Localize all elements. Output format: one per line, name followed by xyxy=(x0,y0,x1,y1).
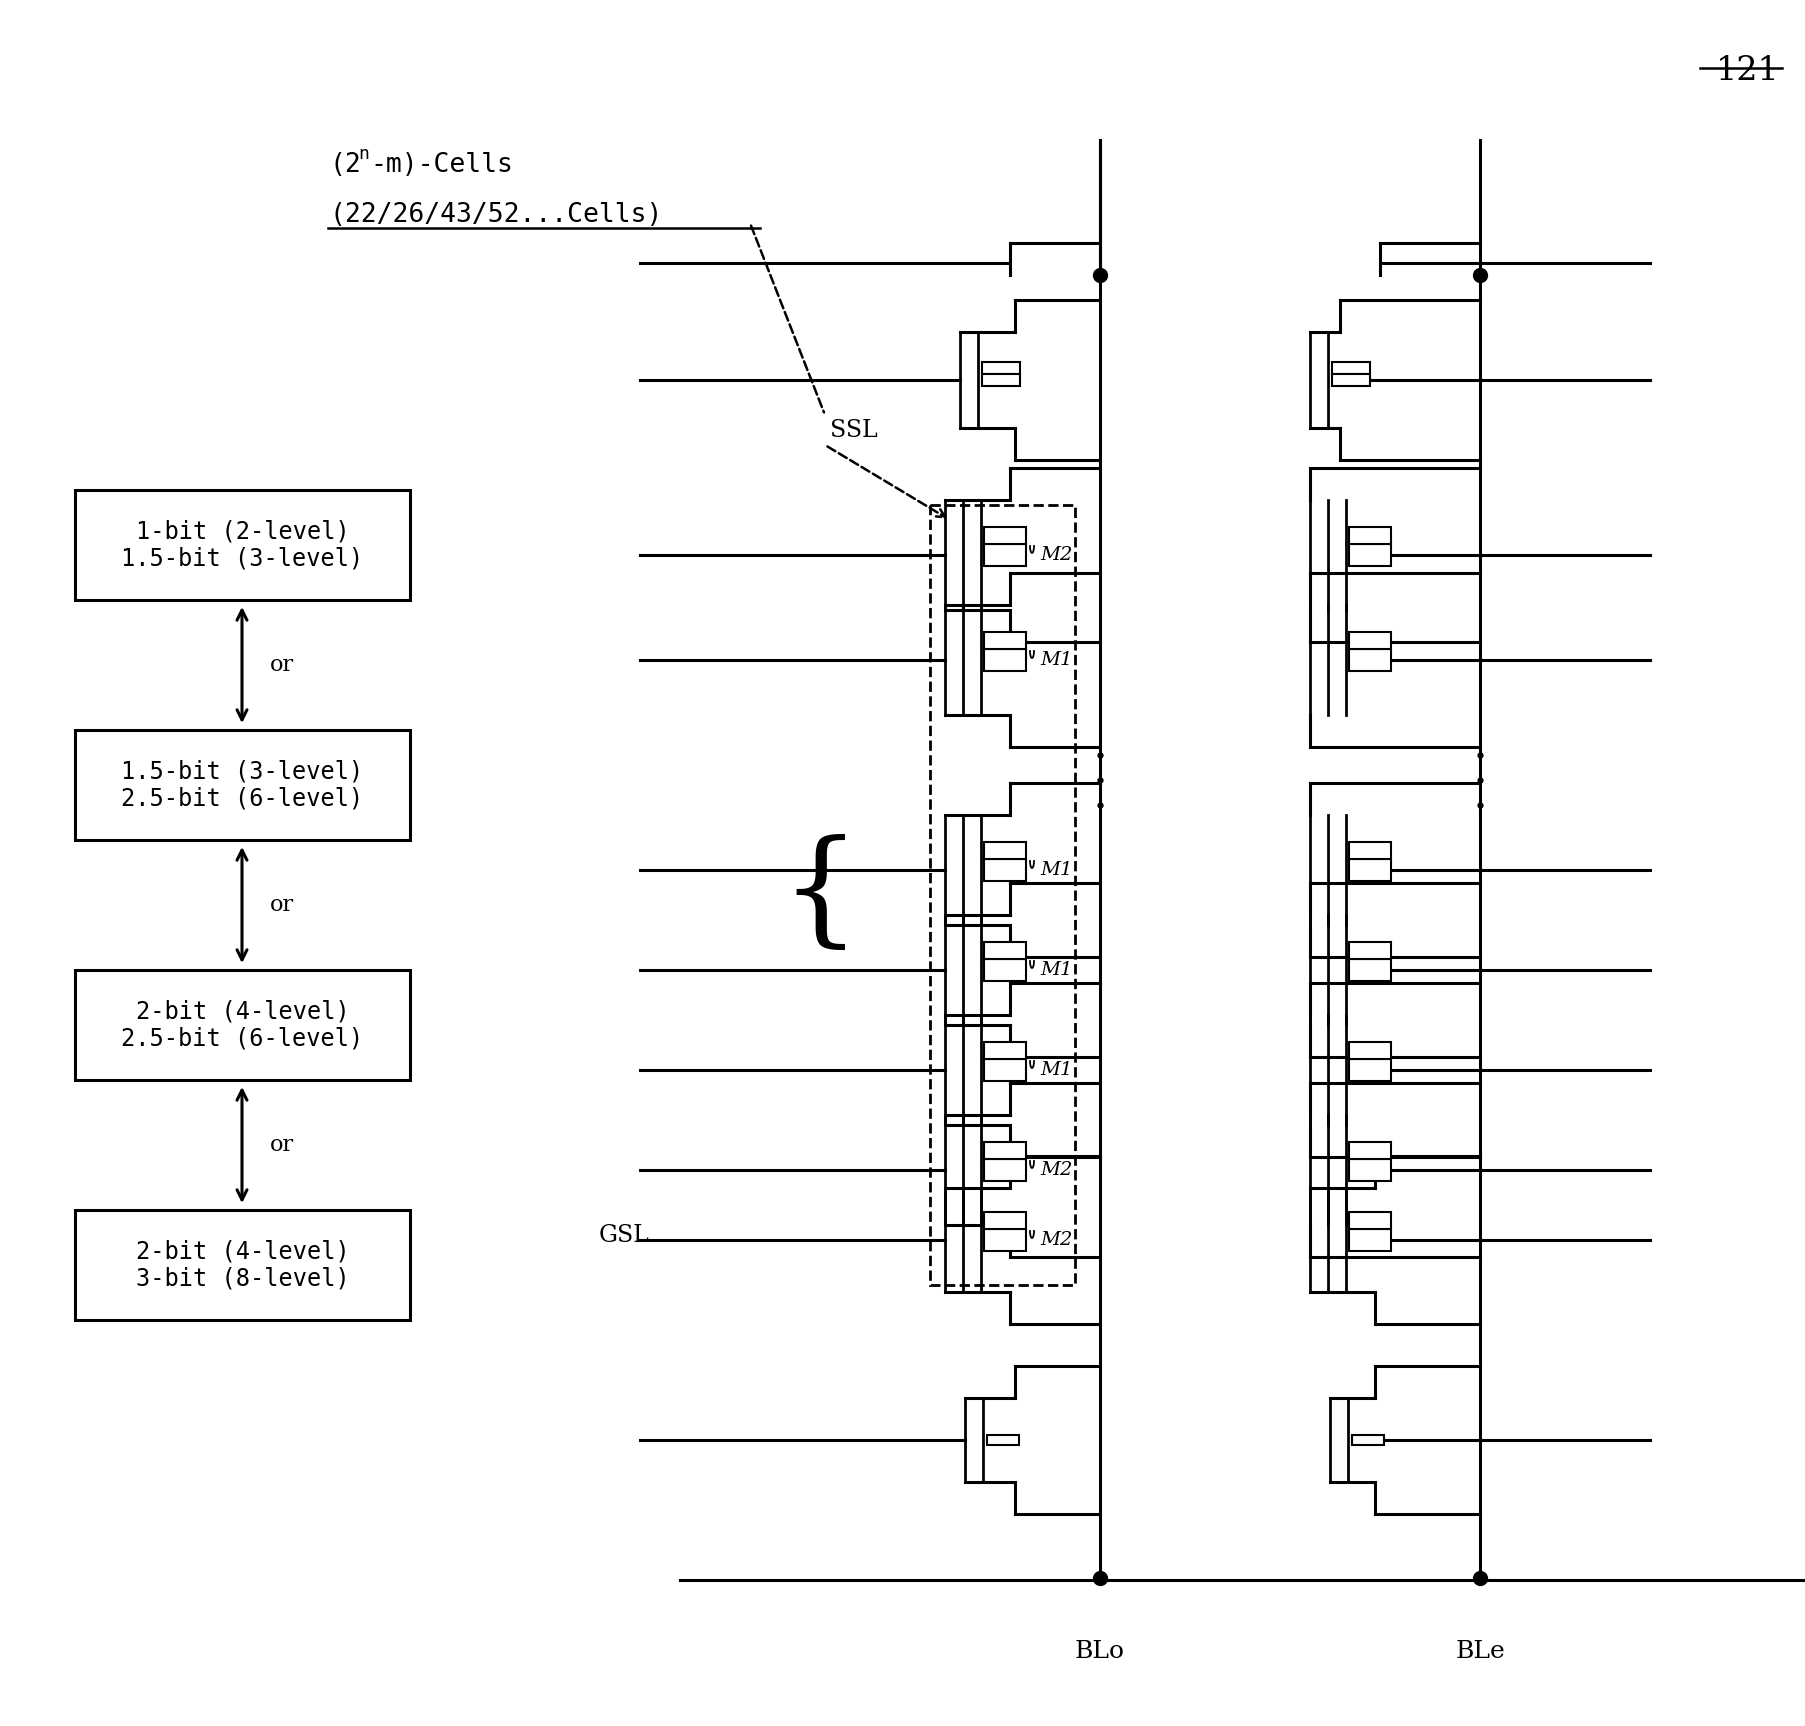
Text: BLo: BLo xyxy=(1074,1640,1125,1662)
Text: SSL: SSL xyxy=(830,418,877,442)
Text: M2: M2 xyxy=(1040,545,1072,564)
Bar xyxy=(1348,649,1390,671)
Bar xyxy=(984,544,1025,566)
Bar xyxy=(1348,1229,1390,1251)
Bar xyxy=(76,1210,410,1320)
Bar xyxy=(984,942,1025,960)
Bar xyxy=(984,1043,1025,1060)
Text: 1.5-bit (3-level)
2.5-bit (6-level): 1.5-bit (3-level) 2.5-bit (6-level) xyxy=(121,759,363,811)
Text: 121: 121 xyxy=(1715,55,1780,86)
Bar xyxy=(984,1229,1025,1251)
Text: n: n xyxy=(357,145,368,162)
Bar xyxy=(982,362,1020,375)
Bar xyxy=(76,490,410,601)
Bar xyxy=(1348,860,1390,880)
Bar xyxy=(984,1212,1025,1229)
Text: M1: M1 xyxy=(1040,651,1072,670)
Bar xyxy=(1348,544,1390,566)
Bar xyxy=(1348,942,1390,960)
Bar xyxy=(987,1434,1018,1445)
Bar xyxy=(1348,960,1390,980)
Text: or: or xyxy=(271,894,294,917)
Bar xyxy=(76,730,410,841)
Bar xyxy=(984,526,1025,544)
Bar xyxy=(984,960,1025,980)
Text: GSL: GSL xyxy=(599,1224,650,1246)
Text: 2-bit (4-level)
2.5-bit (6-level): 2-bit (4-level) 2.5-bit (6-level) xyxy=(121,999,363,1051)
Bar xyxy=(1348,526,1390,544)
Bar xyxy=(1348,1158,1390,1181)
Text: {: { xyxy=(780,834,859,956)
Bar xyxy=(984,842,1025,860)
Text: 1-bit (2-level)
1.5-bit (3-level): 1-bit (2-level) 1.5-bit (3-level) xyxy=(121,520,363,571)
Bar xyxy=(1348,1212,1390,1229)
Bar xyxy=(1348,1043,1390,1060)
Text: -m)-Cells: -m)-Cells xyxy=(370,152,513,178)
Bar xyxy=(984,1060,1025,1080)
Bar xyxy=(984,860,1025,880)
Bar xyxy=(984,632,1025,649)
Bar xyxy=(1348,842,1390,860)
Bar xyxy=(984,1158,1025,1181)
Text: (2: (2 xyxy=(330,152,361,178)
Bar xyxy=(984,649,1025,671)
Bar xyxy=(1348,1143,1390,1158)
Text: (22/26/43/52...Cells): (22/26/43/52...Cells) xyxy=(330,202,662,228)
Bar xyxy=(1332,375,1370,387)
Bar xyxy=(1332,362,1370,375)
Bar xyxy=(1352,1434,1383,1445)
Text: or: or xyxy=(271,1134,294,1156)
Text: M2: M2 xyxy=(1040,1231,1072,1250)
Bar xyxy=(1348,632,1390,649)
Bar xyxy=(930,506,1074,1284)
Text: or: or xyxy=(271,654,294,677)
Text: M1: M1 xyxy=(1040,861,1072,879)
Text: 2-bit (4-level)
3-bit (8-level): 2-bit (4-level) 3-bit (8-level) xyxy=(135,1239,348,1291)
Text: M1: M1 xyxy=(1040,1061,1072,1079)
Text: M1: M1 xyxy=(1040,961,1072,979)
Bar xyxy=(984,1143,1025,1158)
Bar xyxy=(982,375,1020,387)
Text: M2: M2 xyxy=(1040,1162,1072,1179)
Bar xyxy=(1348,1060,1390,1080)
Text: BLe: BLe xyxy=(1455,1640,1504,1662)
Bar xyxy=(76,970,410,1080)
